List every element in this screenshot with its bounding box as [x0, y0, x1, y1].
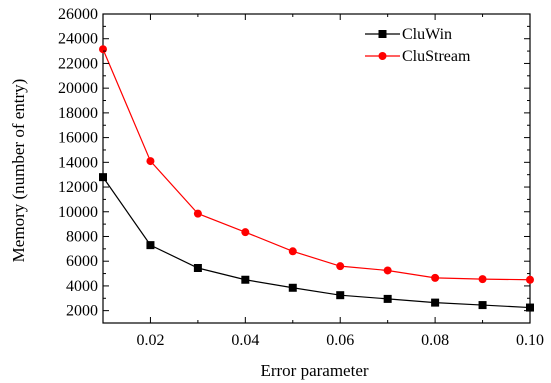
data-point-clustream [241, 228, 250, 237]
data-point-clustream [336, 262, 345, 271]
data-point-cluwin [431, 298, 440, 307]
legend-label-clustream: CluStream [402, 48, 471, 65]
data-point-cluwin [336, 291, 345, 300]
y-axis-label: Memory (number of entry) [9, 79, 28, 263]
series-line-cluwin [102, 176, 531, 309]
series-line-clustream [102, 48, 531, 281]
y-tick-label: 4000 [66, 278, 98, 295]
data-point-cluwin [383, 294, 392, 303]
axes-layer: 2000 4000 6000 8000 10000 12000 14000 16000 1800… [58, 6, 544, 349]
data-point-clustream [431, 273, 440, 282]
y-tick-label: 26000 [58, 6, 98, 23]
data-point-clustream [478, 275, 487, 284]
y-tick-label: 18000 [58, 105, 98, 122]
data-point-cluwin [99, 173, 107, 182]
data-point-cluwin [193, 263, 202, 272]
data-point-clustream [99, 45, 107, 54]
y-tick-label: 8000 [66, 228, 98, 245]
x-tick-label: 0.04 [231, 332, 259, 349]
data-point-clustream [288, 247, 297, 256]
y-tick-label: 14000 [58, 154, 98, 171]
y-tick-label: 22000 [58, 55, 98, 72]
x-tick-label: 0.02 [136, 332, 164, 349]
plot-frame [102, 13, 531, 324]
y-tick-label: 12000 [58, 179, 98, 196]
data-point-cluwin [526, 303, 534, 312]
y-tick-label: 6000 [66, 253, 98, 270]
plot-area [102, 13, 531, 324]
y-tick-label: 2000 [66, 303, 98, 320]
data-point-clustream [383, 266, 392, 275]
legend: CluWin CluStream [365, 26, 471, 65]
legend-label-cluwin: CluWin [402, 26, 452, 43]
data-point-clustream [146, 157, 155, 166]
data-point-cluwin [288, 283, 297, 292]
x-axis-label: Error parameter [260, 361, 368, 380]
data-point-cluwin [478, 301, 487, 310]
legend-marker-cluwin [378, 30, 387, 38]
series-layer [99, 45, 534, 312]
data-point-cluwin [241, 275, 250, 284]
data-point-clustream [526, 275, 534, 284]
legend-marker-clustream [378, 52, 387, 60]
data-point-clustream [193, 209, 202, 218]
data-point-cluwin [146, 241, 155, 250]
y-tick-label: 20000 [58, 80, 98, 97]
y-tick-label: 16000 [58, 130, 98, 147]
x-tick-label: 0.06 [326, 332, 354, 349]
x-tick-label: 0.10 [516, 332, 544, 349]
x-tick-label: 0.08 [421, 332, 449, 349]
y-tick-label: 24000 [58, 31, 98, 48]
y-tick-label: 10000 [58, 204, 98, 221]
